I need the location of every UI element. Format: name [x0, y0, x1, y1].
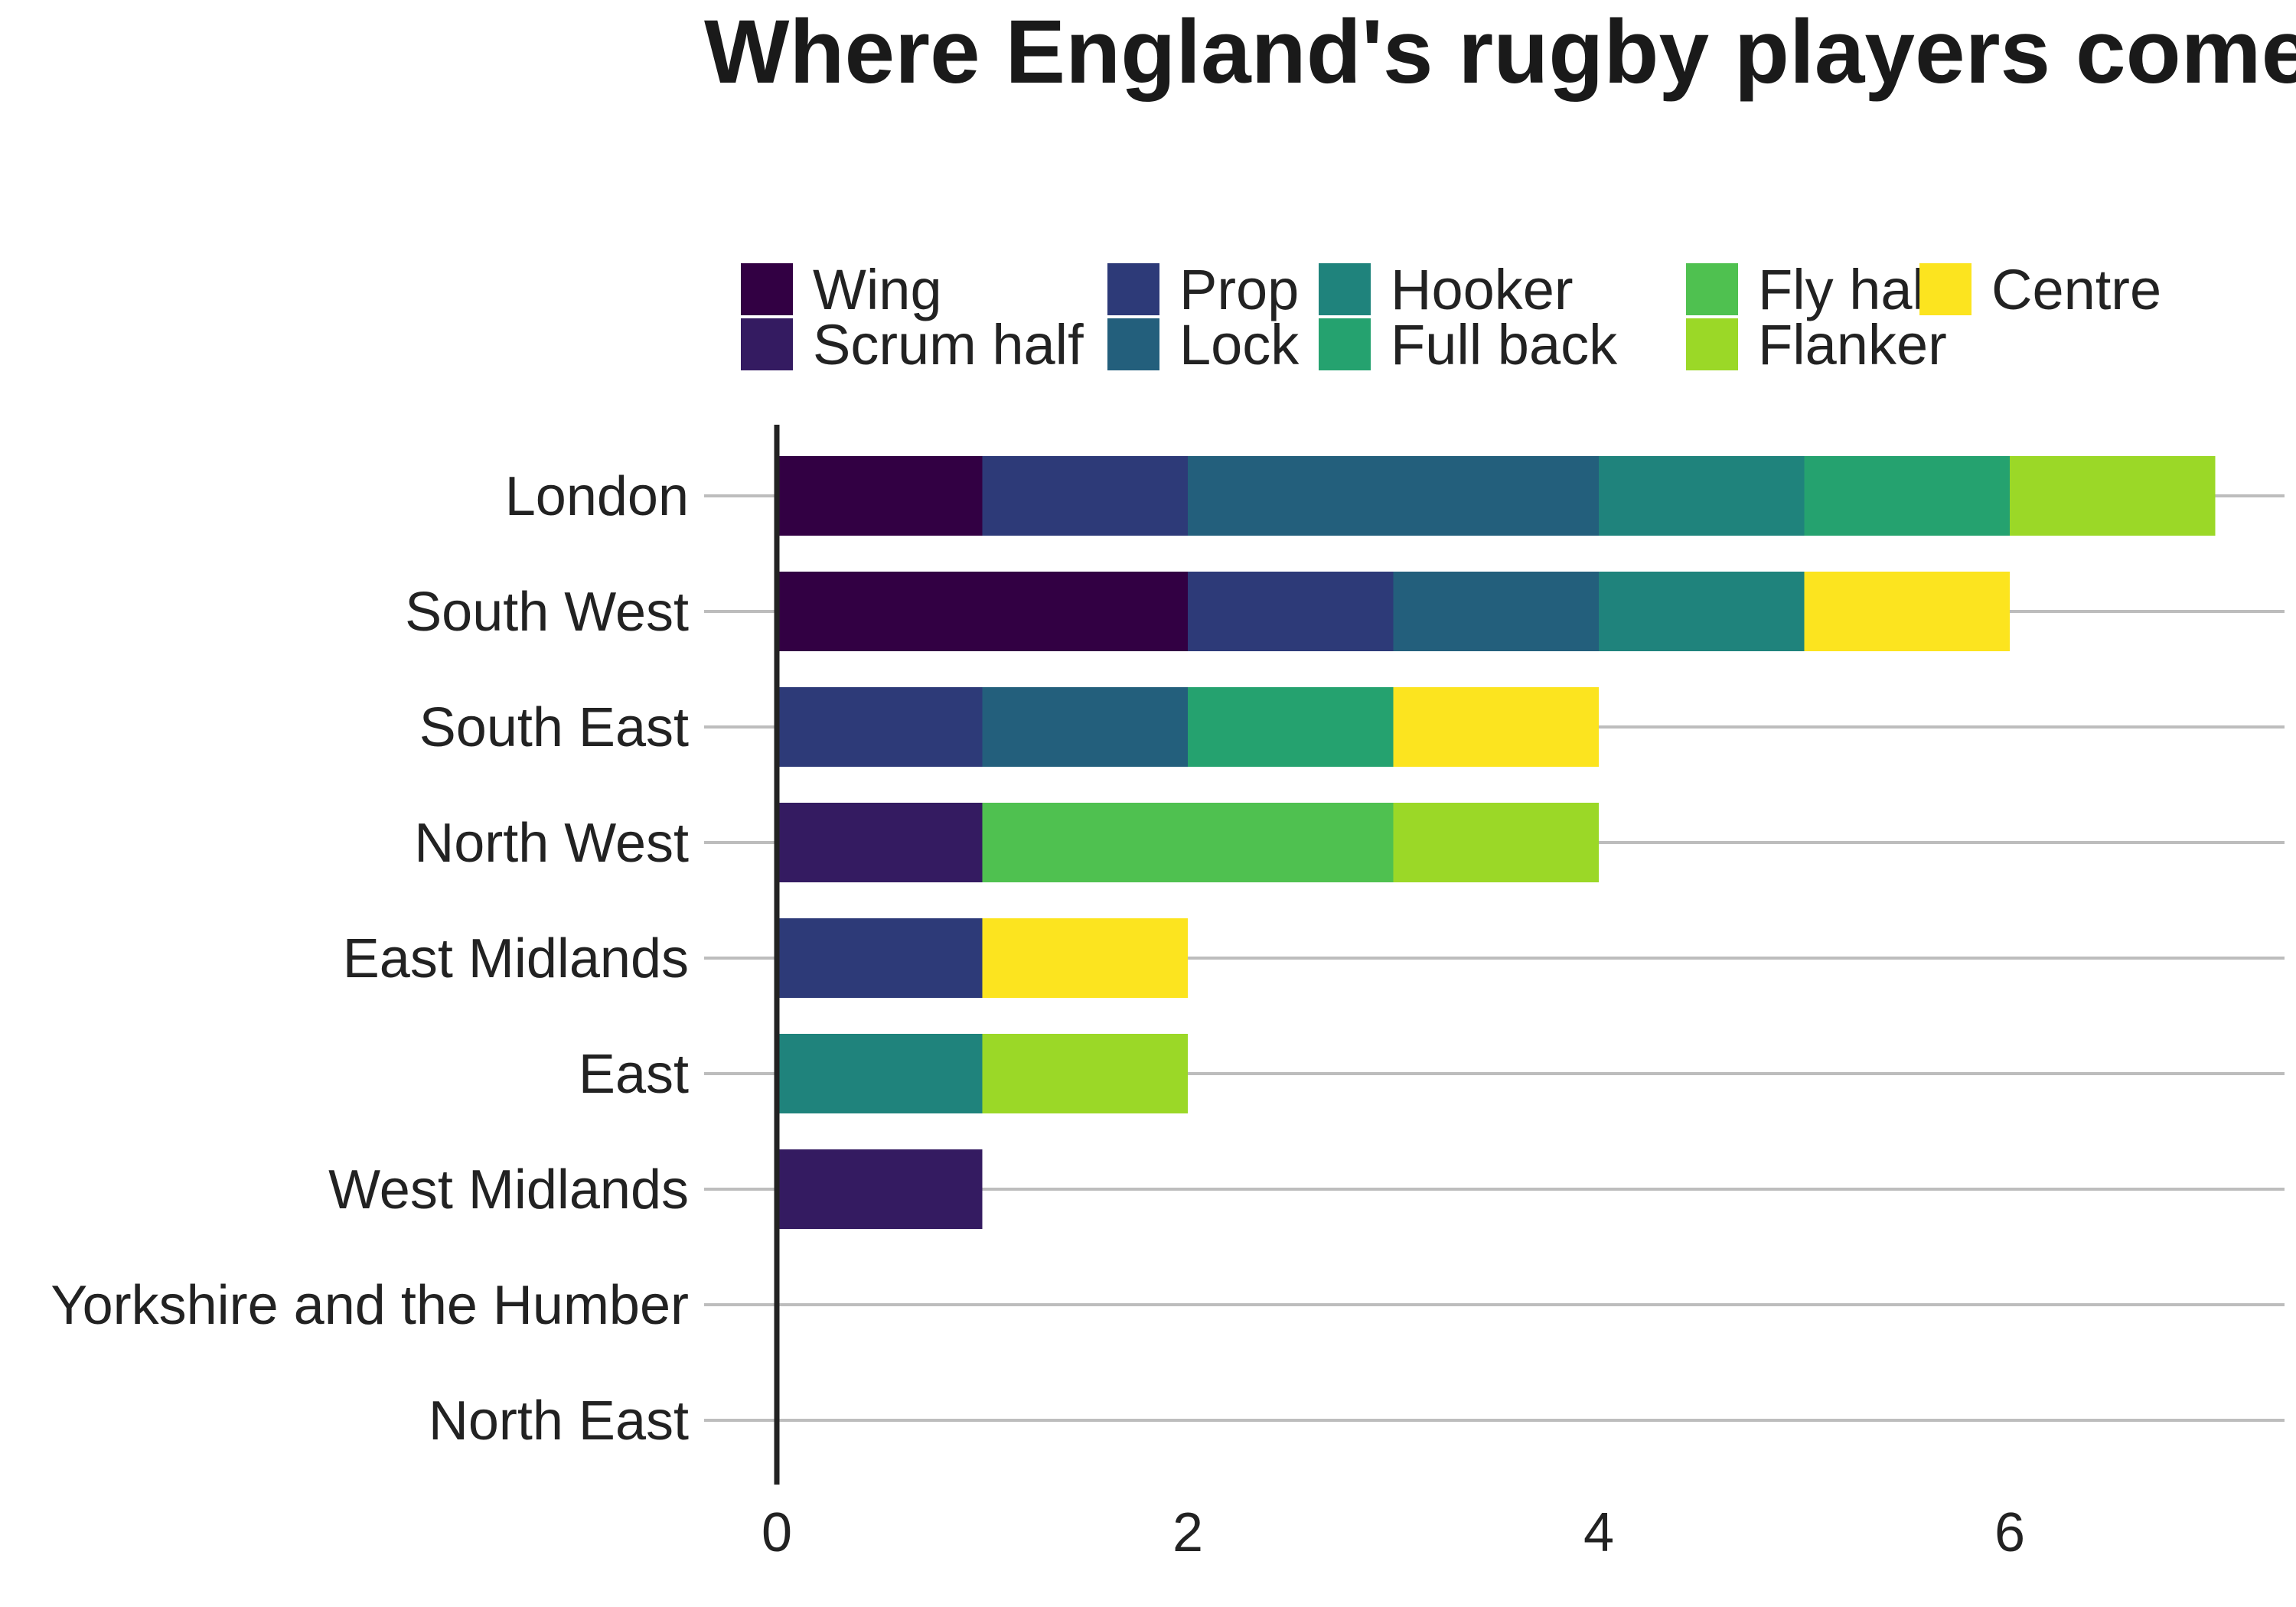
legend-swatch-prop	[1107, 263, 1159, 315]
bar-london-hooker	[1599, 456, 1805, 536]
bar-south-west-hooker	[1599, 572, 1805, 651]
x-axis-ticks: 0 2 4 6	[762, 1502, 2025, 1563]
bar-east-hooker	[777, 1034, 983, 1113]
x-tick-label-4: 4	[1583, 1502, 1614, 1563]
bar-london-full-back	[1804, 456, 2010, 536]
bar-south-east-full-back	[1188, 687, 1394, 767]
legend-swatch-lock	[1107, 318, 1159, 370]
bar-south-east-centre	[1393, 687, 1599, 767]
legend-label-centre: Centre	[1991, 258, 2161, 321]
bar-north-west-fly-half	[982, 803, 1394, 882]
chart-title: Where England's rugby players come from	[704, 2, 2296, 103]
legend-item-scrum-half: Scrum half	[741, 313, 1084, 376]
bar-east-flanker	[982, 1034, 1188, 1113]
bar-south-west-wing	[777, 572, 1188, 651]
legend-item-wing: Wing	[741, 258, 942, 321]
legend-item-prop: Prop	[1107, 258, 1299, 321]
category-label-east: East	[579, 1044, 689, 1105]
legend-label-prop: Prop	[1179, 258, 1299, 321]
bar-east-midlands-centre	[982, 918, 1188, 998]
legend-label-hooker: Hooker	[1391, 258, 1574, 321]
category-labels: London South West South East North West East…	[51, 466, 689, 1452]
legend-item-flanker: Flanker	[1686, 313, 1947, 376]
legend-item-fly-half: Fly half	[1686, 258, 1941, 321]
legend-swatch-fly-half	[1686, 263, 1738, 315]
bar-london-wing	[777, 456, 983, 536]
legend-item-full-back: Full back	[1319, 313, 1618, 376]
category-label-north-east: North East	[429, 1390, 689, 1452]
x-tick-label-2: 2	[1172, 1502, 1203, 1563]
legend-label-fly-half: Fly half	[1758, 258, 1941, 321]
bar-south-west-prop	[1188, 572, 1394, 651]
legend-item-centre: Centre	[1919, 258, 2161, 321]
bar-london-flanker	[2010, 456, 2216, 536]
legend-label-lock: Lock	[1179, 313, 1300, 376]
legend-swatch-flanker	[1686, 318, 1738, 370]
legend-swatch-wing	[741, 263, 793, 315]
bar-north-west-scrum-half	[777, 803, 983, 882]
bar-west-midlands-scrum-half	[777, 1149, 983, 1229]
category-label-north-west: North West	[414, 813, 689, 874]
legend-item-hooker: Hooker	[1319, 258, 1574, 321]
bar-south-west-centre	[1804, 572, 2010, 651]
category-label-london: London	[505, 466, 689, 527]
bar-east-midlands-prop	[777, 918, 983, 998]
legend-swatch-scrum-half	[741, 318, 793, 370]
category-label-south-west: South West	[405, 582, 689, 643]
legend-item-lock: Lock	[1107, 313, 1300, 376]
x-tick-label-6: 6	[1994, 1502, 2025, 1563]
bar-south-east-prop	[777, 687, 983, 767]
x-tick-label-0: 0	[762, 1502, 792, 1563]
bar-south-east-lock	[982, 687, 1188, 767]
category-label-south-east: South East	[419, 697, 689, 758]
bar-london-lock	[1188, 456, 1599, 536]
legend-label-flanker: Flanker	[1758, 313, 1947, 376]
bar-south-west-lock	[1393, 572, 1599, 651]
legend-swatch-full-back	[1319, 318, 1371, 370]
legend-swatch-hooker	[1319, 263, 1371, 315]
bar-london-prop	[982, 456, 1188, 536]
category-label-yorkshire-and-the-humber: Yorkshire and the Humber	[51, 1275, 689, 1336]
legend-label-wing: Wing	[813, 258, 942, 321]
category-label-east-midlands: East Midlands	[343, 928, 689, 989]
bars	[777, 456, 2216, 1229]
bar-north-west-flanker	[1393, 803, 1599, 882]
category-label-west-midlands: West Midlands	[328, 1159, 689, 1221]
legend-label-full-back: Full back	[1391, 313, 1618, 376]
legend-swatch-centre	[1919, 263, 1971, 315]
legend-label-scrum-half: Scrum half	[813, 313, 1084, 376]
